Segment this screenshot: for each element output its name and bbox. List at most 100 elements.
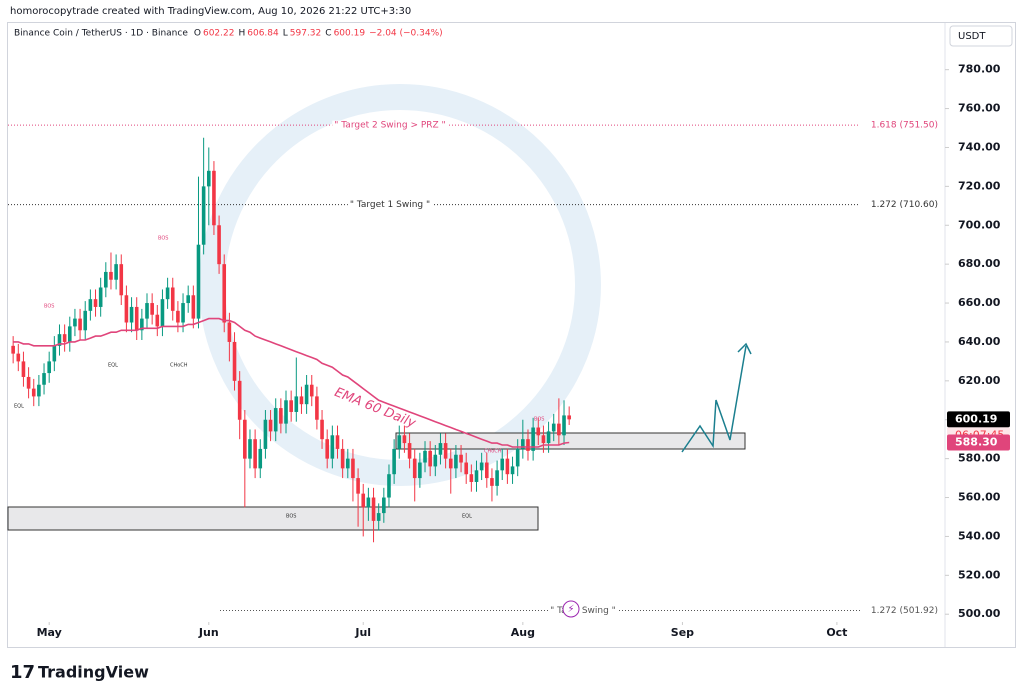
candle-body <box>176 310 180 323</box>
candle-body <box>279 408 283 424</box>
demand-zone <box>7 506 539 531</box>
label-bg <box>332 120 448 131</box>
candle-body <box>83 310 88 331</box>
y-tick-label: 560.00 <box>958 491 1001 504</box>
y-tick-label: 620.00 <box>958 374 1001 387</box>
legend-text: O <box>194 29 201 39</box>
candle-body <box>515 448 520 467</box>
marker: CHoCH <box>484 449 502 455</box>
candle-body <box>186 295 190 304</box>
brand: 𝟭𝟳 TradingView <box>10 662 149 683</box>
legend-text: −2.04 (−0.34%) <box>369 29 443 39</box>
candle-body <box>73 318 77 327</box>
candle-body <box>165 287 170 300</box>
supply-zone <box>395 432 746 450</box>
y-tick-label: 680.00 <box>958 257 1001 270</box>
candle-body <box>361 493 366 508</box>
candle-body <box>387 474 391 498</box>
projection-arrow <box>681 342 752 453</box>
candle-body <box>109 271 113 280</box>
zones <box>7 432 746 531</box>
candle-body <box>243 419 247 459</box>
candle-body <box>191 295 196 319</box>
candle-body <box>402 435 407 444</box>
candle-body <box>98 287 103 307</box>
price-tag <box>947 411 1010 428</box>
candle-body <box>263 419 268 449</box>
candle-body <box>268 419 273 432</box>
replay-icon[interactable] <box>562 600 580 618</box>
candle-body <box>284 400 288 424</box>
candle-body <box>325 439 329 459</box>
candle-body <box>531 427 535 451</box>
y-tick-label: 700.00 <box>958 218 1001 231</box>
candle-body <box>541 435 546 444</box>
candle-body <box>335 435 340 449</box>
candle-body <box>330 435 335 459</box>
candle-body <box>433 454 438 467</box>
markers: BOS BOS EQL CHoCH EQL BOS EQL CHoCH BOS <box>14 236 544 520</box>
candle-body <box>88 299 93 311</box>
candle-body <box>181 303 185 323</box>
candle-body <box>315 396 319 420</box>
y-tick-label: 500.00 <box>958 607 1001 620</box>
price-tag-label: 588.30 <box>955 435 998 448</box>
legend-text: 597.32 <box>290 29 322 39</box>
candle-body <box>345 458 350 469</box>
legend-text: C <box>325 29 331 39</box>
legend-text: 600.19 <box>334 29 366 39</box>
candle-body <box>273 408 278 432</box>
marker: BOS <box>286 514 296 520</box>
currency-button[interactable] <box>949 25 1013 47</box>
level-ratio: 1.618 (751.50) <box>871 121 938 131</box>
y-tick-label: 640.00 <box>958 335 1001 348</box>
candle-body <box>423 450 427 463</box>
x-tick-label: May <box>37 626 62 639</box>
candle-body <box>505 458 510 475</box>
legend-text: 602.22 <box>203 29 235 39</box>
chart-frame <box>7 22 1016 648</box>
candle-body <box>469 474 474 482</box>
x-tick-label: Oct <box>826 626 847 639</box>
candle-body <box>26 376 31 389</box>
candle-body <box>155 314 160 327</box>
candle-body <box>320 419 324 440</box>
candle-body <box>237 380 242 420</box>
price-tag <box>947 434 1010 451</box>
candle-body <box>521 439 525 449</box>
candle-body <box>93 299 98 307</box>
candle-body <box>351 458 355 479</box>
brand-name: TradingView <box>38 663 149 682</box>
candle-body <box>140 318 144 331</box>
watermark <box>199 84 601 486</box>
candle-body <box>170 287 175 311</box>
candle-body <box>294 396 299 412</box>
candle-body <box>145 303 149 319</box>
candle-body <box>217 225 221 265</box>
candle-body <box>227 322 232 342</box>
candle-body <box>397 435 402 449</box>
candle-body <box>150 303 154 315</box>
candle-body <box>500 458 505 471</box>
attribution: homorocopytrade created with TradingView… <box>10 6 411 17</box>
brand-logo: 𝟭𝟳 <box>10 662 35 683</box>
candle-body <box>57 334 62 346</box>
y-tick-label: 540.00 <box>958 529 1001 542</box>
y-tick-label: 580.00 <box>958 452 1001 465</box>
candle-body <box>222 264 227 323</box>
x-tick-label: Jun <box>198 626 219 639</box>
y-tick-label: 520.00 <box>958 568 1001 581</box>
marker: EQL <box>108 363 118 369</box>
marker: CHoCH <box>170 363 188 369</box>
candle-body <box>253 439 257 469</box>
candle-body <box>11 345 15 354</box>
candle-body <box>490 478 494 486</box>
level-ratio: 1.272 (501.92) <box>871 606 938 616</box>
candle-body <box>299 396 304 405</box>
level-label: " Target 2 Swing > PRZ " <box>334 121 445 131</box>
candle-body <box>557 423 561 436</box>
candle-body <box>212 170 216 226</box>
arrow-head <box>737 342 752 355</box>
